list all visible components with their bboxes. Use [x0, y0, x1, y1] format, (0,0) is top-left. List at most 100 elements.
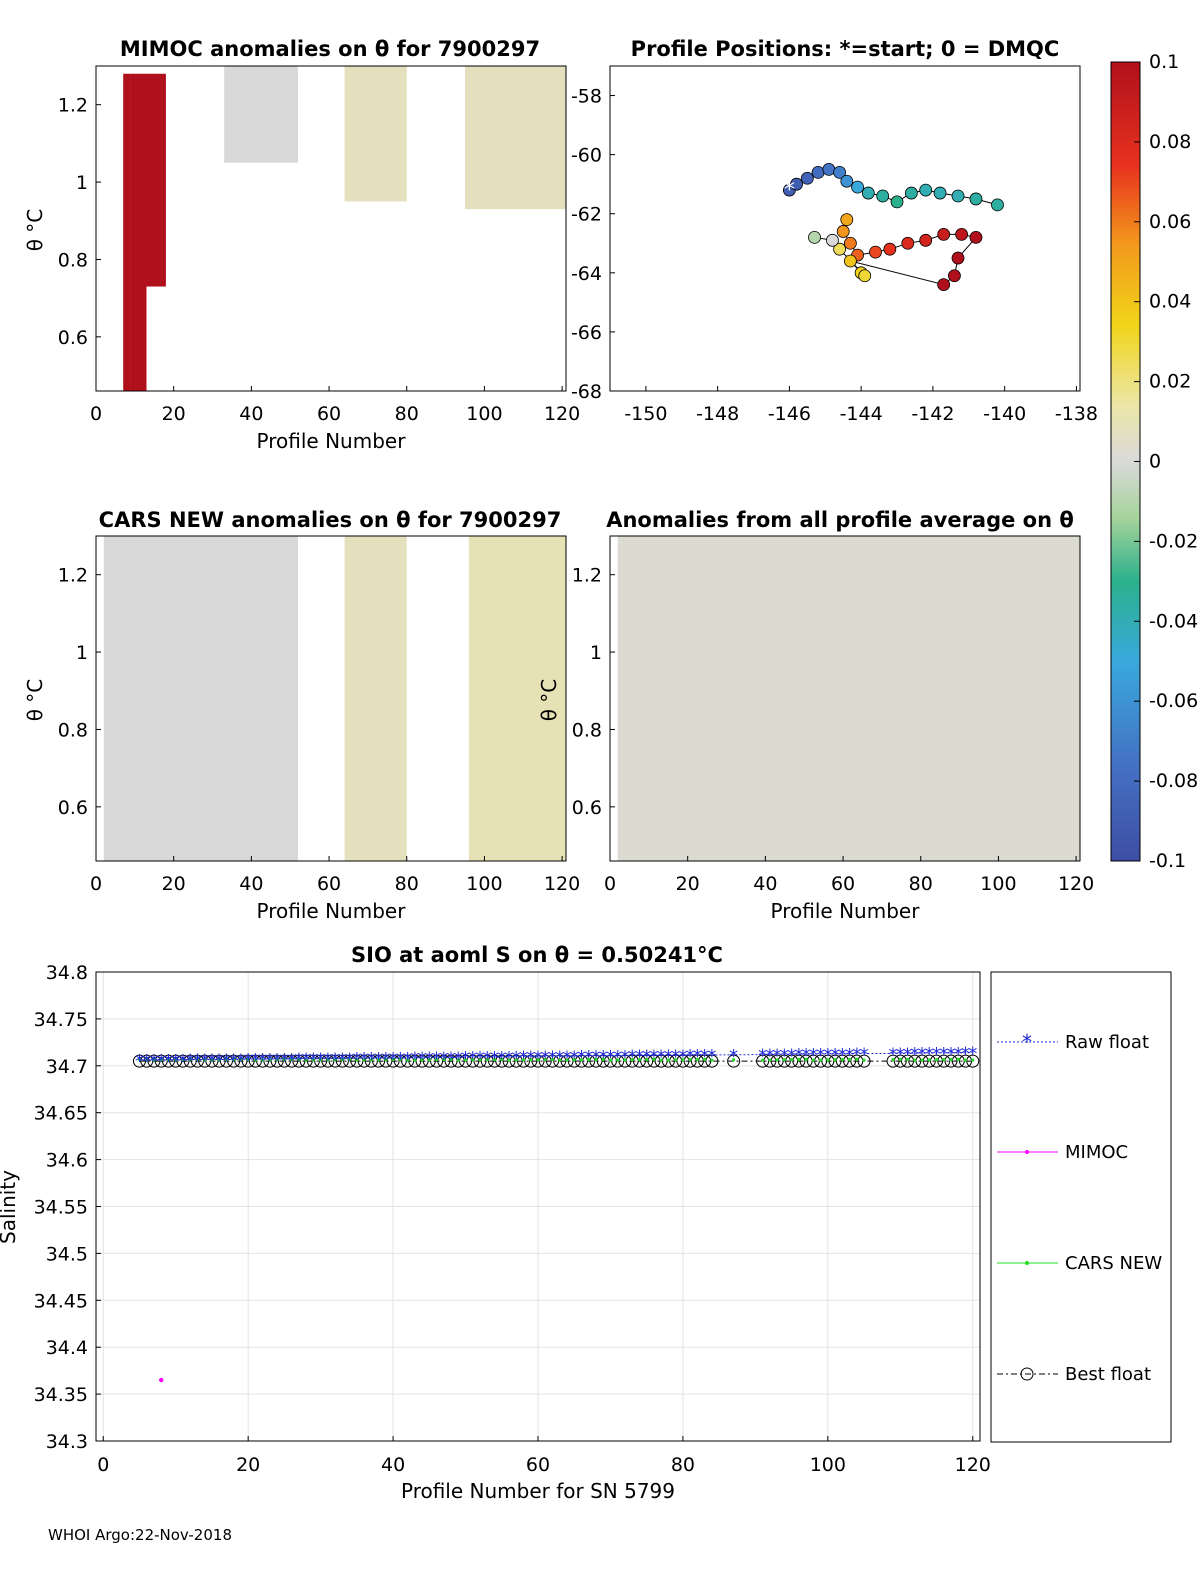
y-tick-label: 34.5	[46, 1243, 88, 1265]
best-float-point	[683, 1054, 697, 1068]
x-tick-label: 100	[466, 873, 502, 895]
cars-new-point	[695, 1057, 700, 1062]
cars-new-point	[956, 1057, 960, 1061]
raw-float-point: *	[251, 1050, 260, 1071]
raw-float-point: *	[816, 1045, 825, 1066]
raw-float-point: *	[932, 1044, 941, 1065]
best-float-point	[132, 1054, 146, 1068]
raw-float-point: *	[497, 1048, 506, 1069]
profile-position-point	[800, 171, 814, 185]
cars-ylabel: θ °C	[23, 679, 47, 722]
cars-new-point	[579, 1058, 584, 1062]
profile-position-point	[843, 236, 857, 250]
best-float-point	[488, 1054, 502, 1068]
cars-new-point	[761, 1058, 765, 1062]
raw-float-point: *	[374, 1049, 383, 1070]
allprof-title: Anomalies from all profile average on θ	[606, 508, 1074, 532]
anomaly-cell	[344, 536, 407, 861]
best-float-point	[828, 1054, 842, 1068]
profile-position-point	[969, 230, 983, 244]
cars-new-point	[971, 1058, 975, 1062]
raw-float-point: *	[432, 1048, 441, 1069]
x-tick-label: 20	[162, 403, 186, 425]
cars-new-point	[311, 1058, 315, 1062]
raw-float-point: *	[693, 1046, 702, 1067]
cars-new-point	[949, 1057, 953, 1062]
best-float-point	[574, 1054, 588, 1068]
cars-new-point	[514, 1058, 518, 1062]
raw-float-point: *	[302, 1050, 311, 1071]
raw-float-point: *	[338, 1049, 347, 1070]
best-float-point	[835, 1054, 849, 1068]
x-tick-label: 60	[317, 873, 341, 895]
raw-float-point: *	[207, 1051, 216, 1072]
raw-float-line	[139, 1052, 973, 1061]
raw-float-point: *	[505, 1048, 514, 1069]
anomaly-cell	[617, 536, 1080, 861]
profile-position-point	[840, 174, 854, 188]
best-float-point	[314, 1054, 328, 1068]
x-tick-label: 40	[381, 1454, 405, 1476]
cars-new-point	[790, 1058, 794, 1062]
raw-float-point: *	[961, 1044, 970, 1065]
cars-new-point	[637, 1058, 642, 1062]
profile-position-point	[858, 269, 872, 283]
raw-float-point: *	[215, 1050, 224, 1071]
raw-float-point: *	[534, 1048, 543, 1069]
raw-float-point: *	[852, 1045, 861, 1066]
raw-float-point: *	[903, 1044, 912, 1065]
profile-position-point	[933, 186, 947, 200]
y-tick-label: -60	[571, 145, 602, 167]
profile-position-point	[833, 165, 847, 179]
cars-new-point	[376, 1058, 381, 1062]
best-float-point	[277, 1054, 291, 1068]
cars-new-point	[847, 1057, 852, 1062]
y-tick-label: 0.6	[58, 797, 88, 819]
raw-float-point: *	[164, 1051, 173, 1072]
y-tick-label: 34.45	[34, 1290, 88, 1312]
cars-new-point	[456, 1058, 460, 1062]
raw-float-point: *	[860, 1045, 869, 1066]
raw-float-point: *	[468, 1048, 477, 1069]
raw-float-point: *	[577, 1047, 586, 1068]
cars-new-point	[558, 1058, 562, 1062]
raw-float-point: *	[476, 1048, 485, 1069]
salinity-xlabel: Profile Number for SN 5799	[401, 1479, 675, 1503]
cars-new-point	[623, 1058, 627, 1062]
raw-float-point: *	[265, 1050, 274, 1071]
raw-float-point: *	[671, 1046, 680, 1067]
legend-mimoc: MIMOC	[997, 1142, 1128, 1163]
cars-new-point	[442, 1057, 446, 1062]
x-tick-label: 20	[676, 873, 700, 895]
cars-new-point	[152, 1058, 156, 1062]
profile-position-point	[919, 183, 933, 197]
x-tick-label: 0	[90, 873, 102, 895]
anomaly-cell	[130, 73, 147, 391]
y-tick-label: 0.6	[572, 797, 602, 819]
profile-position-point	[904, 186, 918, 200]
best-float-point	[415, 1054, 429, 1068]
raw-float-point: *	[555, 1047, 564, 1068]
anomaly-cell	[103, 536, 298, 861]
best-float-point	[937, 1054, 951, 1068]
x-tick-label: 0	[97, 1454, 109, 1476]
raw-float-point: *	[135, 1051, 144, 1072]
colorbar-tick-label: 0	[1149, 451, 1161, 473]
cars-new-point	[645, 1057, 649, 1062]
best-float-point	[263, 1054, 277, 1068]
raw-float-point: *	[512, 1048, 521, 1069]
raw-float-point: *	[309, 1050, 318, 1071]
cars-new-point	[804, 1057, 808, 1061]
salinity-series: ****************************************…	[132, 1044, 980, 1383]
anomaly-cell	[344, 66, 407, 202]
footer-credit: WHOI Argo:22-Nov-2018	[48, 1526, 232, 1544]
cars-new-point	[891, 1058, 895, 1062]
raw-float-point: *	[193, 1051, 202, 1072]
raw-float-point: *	[613, 1047, 622, 1068]
raw-float-point: *	[454, 1048, 463, 1069]
raw-float-point: *	[794, 1045, 803, 1066]
salinity-grid	[96, 971, 980, 1442]
raw-float-point: *	[657, 1046, 666, 1067]
cars-new-point	[420, 1058, 424, 1062]
colorbar-tick-label: 0.02	[1149, 371, 1191, 393]
